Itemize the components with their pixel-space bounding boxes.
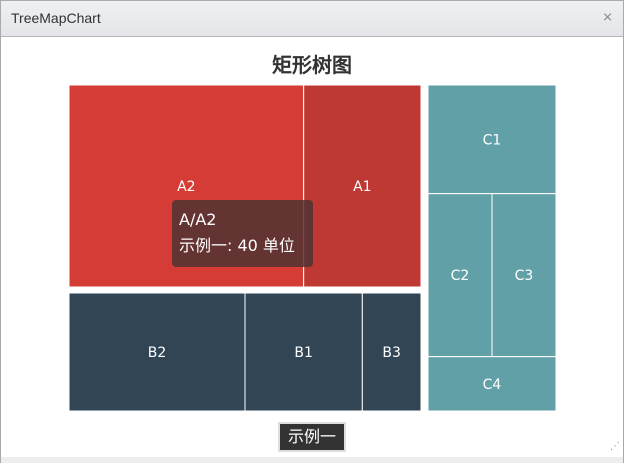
status-bar xyxy=(1,457,623,463)
window-title: TreeMapChart xyxy=(11,10,101,26)
treemap-label-A1: A1 xyxy=(353,179,371,195)
tooltip-value: 示例一: 40 单位 xyxy=(179,236,295,255)
treemap-label-C2: C2 xyxy=(451,268,470,284)
treemap-label-B2: B2 xyxy=(148,345,167,361)
treemap-cell-C4[interactable] xyxy=(427,356,557,412)
treemap-label-B1: B1 xyxy=(294,345,313,361)
treemap-label-C1: C1 xyxy=(483,132,502,148)
resize-grip-icon[interactable]: ⋰ xyxy=(610,441,620,452)
treemap-cell-B3[interactable] xyxy=(361,292,422,412)
legend-item[interactable]: 示例一 xyxy=(278,422,346,452)
title-bar: TreeMapChart ⨯ xyxy=(1,1,623,37)
treemap-cell-B2[interactable] xyxy=(68,292,246,412)
treemap-cell-B1[interactable] xyxy=(244,292,363,412)
treemap-cell-C3[interactable] xyxy=(491,193,557,358)
close-icon[interactable]: ⨯ xyxy=(602,10,613,25)
treemap-label-C3: C3 xyxy=(515,268,534,284)
treemap-label-A2: A2 xyxy=(177,179,195,195)
treemap-cell-C2[interactable] xyxy=(427,193,493,358)
treemap-cell-A1[interactable] xyxy=(303,84,422,288)
tooltip: A/A2 示例一: 40 单位 xyxy=(172,200,313,267)
treemap-label-B3: B3 xyxy=(382,345,401,361)
treemap-label-C4: C4 xyxy=(483,377,502,393)
chart-title: 矩形树图 xyxy=(272,53,352,77)
tooltip-title: A/A2 xyxy=(179,210,217,229)
treemap-cell-C1[interactable] xyxy=(427,84,557,195)
